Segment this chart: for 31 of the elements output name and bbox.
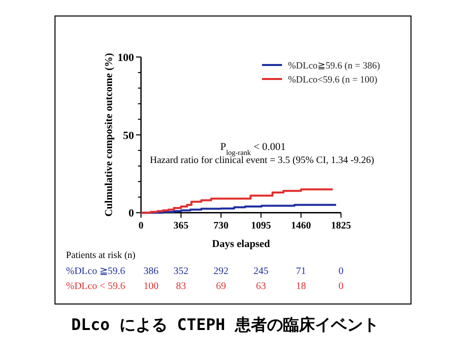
text: 100: [144, 281, 158, 292]
x-tick-label: 0: [138, 220, 144, 232]
text: 352: [174, 266, 188, 277]
text: 292: [214, 266, 228, 277]
text: 0: [338, 281, 344, 292]
x-tick-label: 1460: [291, 220, 311, 232]
y-tick-label: 50: [123, 130, 134, 142]
text: %DLco ≧59.6: [66, 266, 126, 277]
text: DLco による CTEPH 患者の臨床イベント: [71, 315, 379, 334]
text: 18: [296, 281, 306, 292]
x-tick-label: 1825: [331, 220, 351, 232]
legend-label: %DLco≧59.6 (n = 386): [288, 62, 380, 72]
text: 0: [338, 266, 344, 277]
x-axis-title: Days elapsed: [212, 239, 270, 250]
text: %DLco < 59.6: [66, 281, 126, 292]
annotation: Hazard ratio for clinical event = 3.5 (95% CI, 1.34 -9.26): [150, 155, 374, 166]
text: 69: [216, 281, 226, 292]
legend-label: %DLco<59.6 (n = 100): [288, 76, 378, 86]
text: 386: [144, 266, 158, 277]
x-tick-label: 730: [214, 220, 228, 232]
y-axis-title: Culmulative composite outcome (%): [104, 52, 115, 217]
text: 71: [296, 266, 306, 277]
y-tick-label: 100: [118, 52, 134, 64]
text: 63: [256, 281, 266, 292]
x-tick-label: 365: [174, 220, 188, 232]
annotation: P$_{log-rank}$ < 0.001: [220, 142, 286, 156]
text: 245: [254, 266, 268, 277]
y-tick-label: 0: [128, 208, 134, 220]
x-tick-label: 1095: [251, 220, 271, 232]
text: Patients at risk (n): [66, 251, 136, 261]
text: 83: [176, 281, 186, 292]
